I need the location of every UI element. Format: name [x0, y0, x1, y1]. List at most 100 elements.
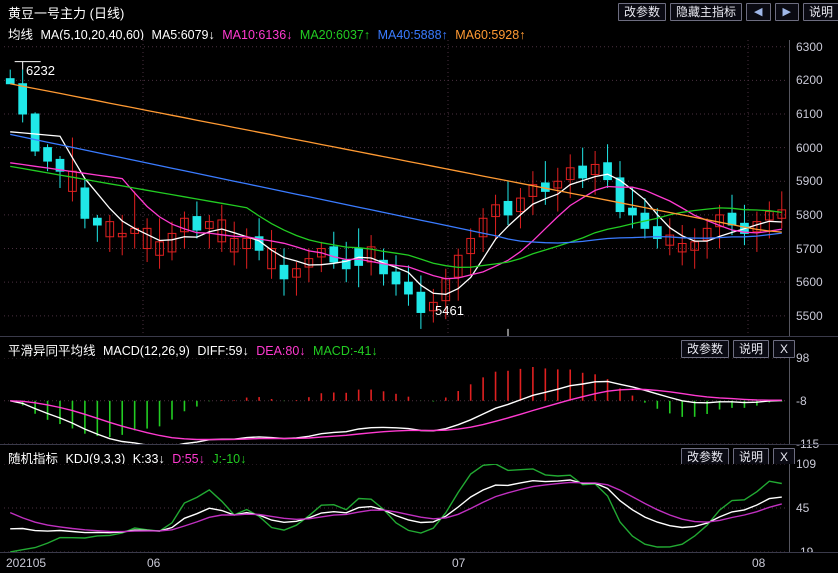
legend-ma60: MA60:5928↑ [455, 28, 526, 42]
candlestick [391, 255, 401, 296]
x-axis-band [0, 552, 838, 573]
candlestick [341, 241, 351, 283]
candlestick [130, 191, 140, 249]
macd-close-button[interactable]: X [773, 340, 796, 358]
kdj-params: KDJ(9,3,3) [65, 452, 126, 466]
price-y-tick: 6200 [796, 73, 823, 88]
header-next-button[interactable]: ▶ [774, 3, 799, 21]
candlestick [491, 194, 500, 239]
main-legend: 均线 MA(5,10,20,40,60) MA5:6079↓ MA10:6136… [8, 24, 529, 43]
legend-macd: MACD:-41↓ [313, 344, 378, 358]
candlestick [603, 144, 612, 188]
candlestick [478, 208, 488, 252]
candlestick [677, 225, 687, 266]
legend-diff: DIFF:59↓ [197, 344, 249, 358]
kdj-change-params-button[interactable]: 改参数 [681, 448, 730, 466]
candlestick [379, 248, 388, 286]
price-chart-canvas[interactable] [0, 40, 838, 336]
candlestick [453, 248, 463, 301]
candlestick [5, 69, 15, 85]
price-axis-line [789, 40, 790, 336]
header-hide-main-indicator-button[interactable]: 隐藏主指标 [670, 3, 743, 21]
macd-axis-line [789, 358, 790, 444]
legend-d: D:55↓ [172, 452, 205, 466]
candlestick [279, 248, 289, 296]
candlestick [329, 231, 339, 269]
period-low-label: 5461 [435, 303, 464, 318]
price-y-tick: 5800 [796, 207, 823, 222]
macd-diff-line [10, 380, 782, 444]
macd-title: 平滑异同平均线 [8, 344, 96, 358]
candlestick [92, 214, 102, 242]
candlestick [242, 228, 252, 269]
macd-help-button[interactable]: 说明 [733, 340, 770, 358]
legend-j: J:-10↓ [212, 452, 247, 466]
header-button-group: 改参数 隐藏主指标 ◀ ▶ 说明 [618, 3, 838, 21]
candlestick [105, 214, 115, 252]
candlestick [777, 191, 787, 229]
instrument-title: 黄豆一号主力 (日线) [8, 6, 125, 21]
candlestick [503, 181, 513, 225]
candlestick [366, 235, 376, 276]
kdj-title: 随机指标 [8, 452, 59, 466]
price-y-tick: 6100 [796, 107, 823, 121]
candlestick [752, 211, 762, 252]
x-axis-tick: 07 [452, 556, 466, 570]
ma60-line [10, 83, 782, 233]
candlestick [267, 230, 276, 279]
legend-k: K:33↓ [132, 452, 165, 466]
header-help-button[interactable]: 说明 [802, 3, 838, 21]
header-change-params-button[interactable]: 改参数 [618, 3, 667, 21]
ma20-line [10, 165, 782, 269]
candlestick [428, 288, 438, 323]
candlestick [516, 188, 525, 229]
candlestick [155, 218, 164, 269]
candlestick [292, 262, 301, 296]
macd-y-tick: -8 [796, 393, 807, 408]
legend-dea: DEA:80↓ [256, 344, 306, 358]
price-y-tick: 5900 [796, 174, 823, 189]
candlestick [590, 151, 600, 195]
kdj-y-tick: 109 [796, 457, 817, 471]
macd-y-tick: 98 [796, 351, 810, 365]
kdj-y-tick: 45 [796, 501, 810, 515]
kdj-legend: 随机指标 KDJ(9,3,3) K:33↓ D:55↓ J:-10↓ [8, 448, 250, 467]
candlestick [80, 179, 90, 229]
macd-dea-line [10, 388, 782, 441]
candlestick [640, 198, 650, 239]
x-axis-tick: 08 [752, 556, 766, 570]
x-axis-tick: 202105 [6, 556, 47, 570]
price-chart-pane[interactable] [0, 40, 838, 336]
candlestick [764, 201, 774, 239]
header-prev-button[interactable]: ◀ [746, 3, 771, 21]
kdj-help-button[interactable]: 说明 [733, 448, 770, 466]
macd-change-params-button[interactable]: 改参数 [681, 340, 730, 358]
candlestick [690, 228, 700, 269]
macd-chart-canvas[interactable] [0, 358, 838, 444]
candlestick [615, 161, 625, 219]
period-high-label: 6232 [26, 63, 55, 78]
candlestick [316, 241, 326, 273]
price-y-tick: 6300 [796, 39, 823, 54]
candlestick [528, 171, 538, 215]
candlestick [180, 211, 189, 249]
candlestick [416, 275, 426, 329]
kdj-chart-pane[interactable] [0, 464, 838, 552]
kdj-k-line [10, 479, 782, 534]
main-legend-label: 均线 [8, 28, 34, 42]
macd-separator [0, 336, 838, 337]
x-axis-tick: 06 [147, 556, 161, 570]
macd-button-group: 改参数 说明 X [681, 340, 799, 358]
ma40-line [10, 133, 782, 244]
macd-chart-pane[interactable] [0, 358, 838, 444]
candlestick [553, 167, 563, 212]
legend-ma10: MA10:6136↓ [222, 28, 293, 42]
main-legend-params: MA(5,10,20,40,60) [40, 28, 145, 42]
kdj-separator [0, 444, 838, 445]
candlestick [466, 228, 476, 276]
kdj-d-line [9, 481, 782, 533]
kdj-chart-canvas[interactable] [0, 464, 838, 552]
candlestick [740, 204, 749, 246]
candlestick [142, 218, 152, 262]
